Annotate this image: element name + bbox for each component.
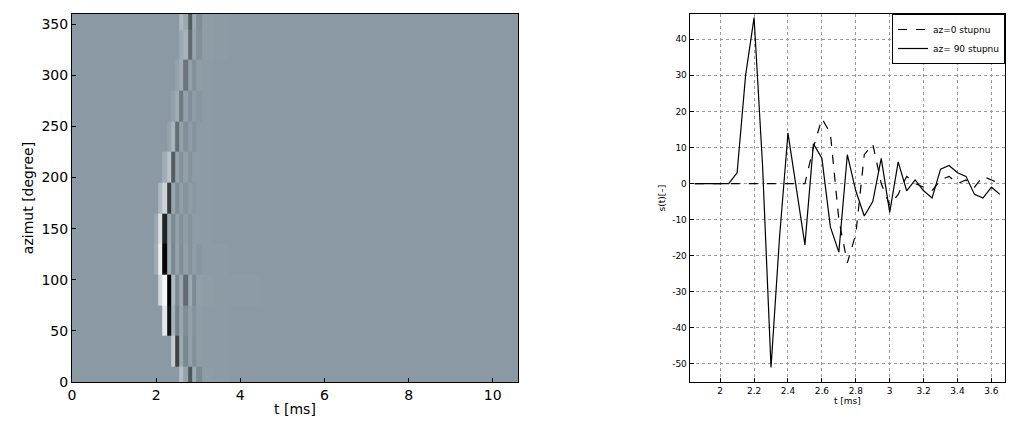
svg-text:6: 6 <box>320 387 329 403</box>
svg-text:4: 4 <box>236 387 245 403</box>
svg-text:0: 0 <box>68 387 77 403</box>
svg-text:-20: -20 <box>672 251 687 261</box>
svg-text:300: 300 <box>41 67 68 83</box>
svg-text:20: 20 <box>675 107 687 117</box>
svg-text:10: 10 <box>675 143 687 153</box>
svg-text:2: 2 <box>717 386 723 396</box>
svg-text:200: 200 <box>41 169 68 185</box>
svg-text:2.4: 2.4 <box>781 386 796 396</box>
svg-text:-40: -40 <box>672 323 687 333</box>
svg-text:3: 3 <box>887 386 893 396</box>
svg-text:350: 350 <box>41 16 68 32</box>
svg-text:8: 8 <box>404 387 413 403</box>
svg-text:30: 30 <box>675 70 687 80</box>
svg-text:100: 100 <box>41 272 68 288</box>
svg-text:250: 250 <box>41 118 68 134</box>
svg-text:0: 0 <box>681 179 687 189</box>
svg-text:3.6: 3.6 <box>984 386 999 396</box>
svg-text:t [ms]: t [ms] <box>834 396 861 406</box>
svg-text:t [ms]: t [ms] <box>274 401 316 417</box>
svg-text:3.4: 3.4 <box>950 386 965 396</box>
svg-text:40: 40 <box>675 34 687 44</box>
svg-text:2.2: 2.2 <box>747 386 761 396</box>
svg-text:150: 150 <box>41 221 68 237</box>
svg-text:2.8: 2.8 <box>849 386 864 396</box>
svg-text:10: 10 <box>484 387 502 403</box>
svg-text:0: 0 <box>59 374 68 390</box>
svg-text:s(t)[–]: s(t)[–] <box>657 185 667 212</box>
svg-text:az=0 stupnu: az=0 stupnu <box>933 25 990 35</box>
svg-text:azimut [degree]: azimut [degree] <box>20 142 36 254</box>
svg-text:3.2: 3.2 <box>916 386 930 396</box>
svg-text:2.6: 2.6 <box>815 386 830 396</box>
svg-text:-50: -50 <box>672 359 687 369</box>
svg-text:-30: -30 <box>672 287 687 297</box>
svg-text:az= 90 stupnu: az= 90 stupnu <box>933 44 999 54</box>
svg-text:-10: -10 <box>672 215 687 225</box>
svg-text:2: 2 <box>152 387 161 403</box>
svg-text:50: 50 <box>50 323 68 339</box>
